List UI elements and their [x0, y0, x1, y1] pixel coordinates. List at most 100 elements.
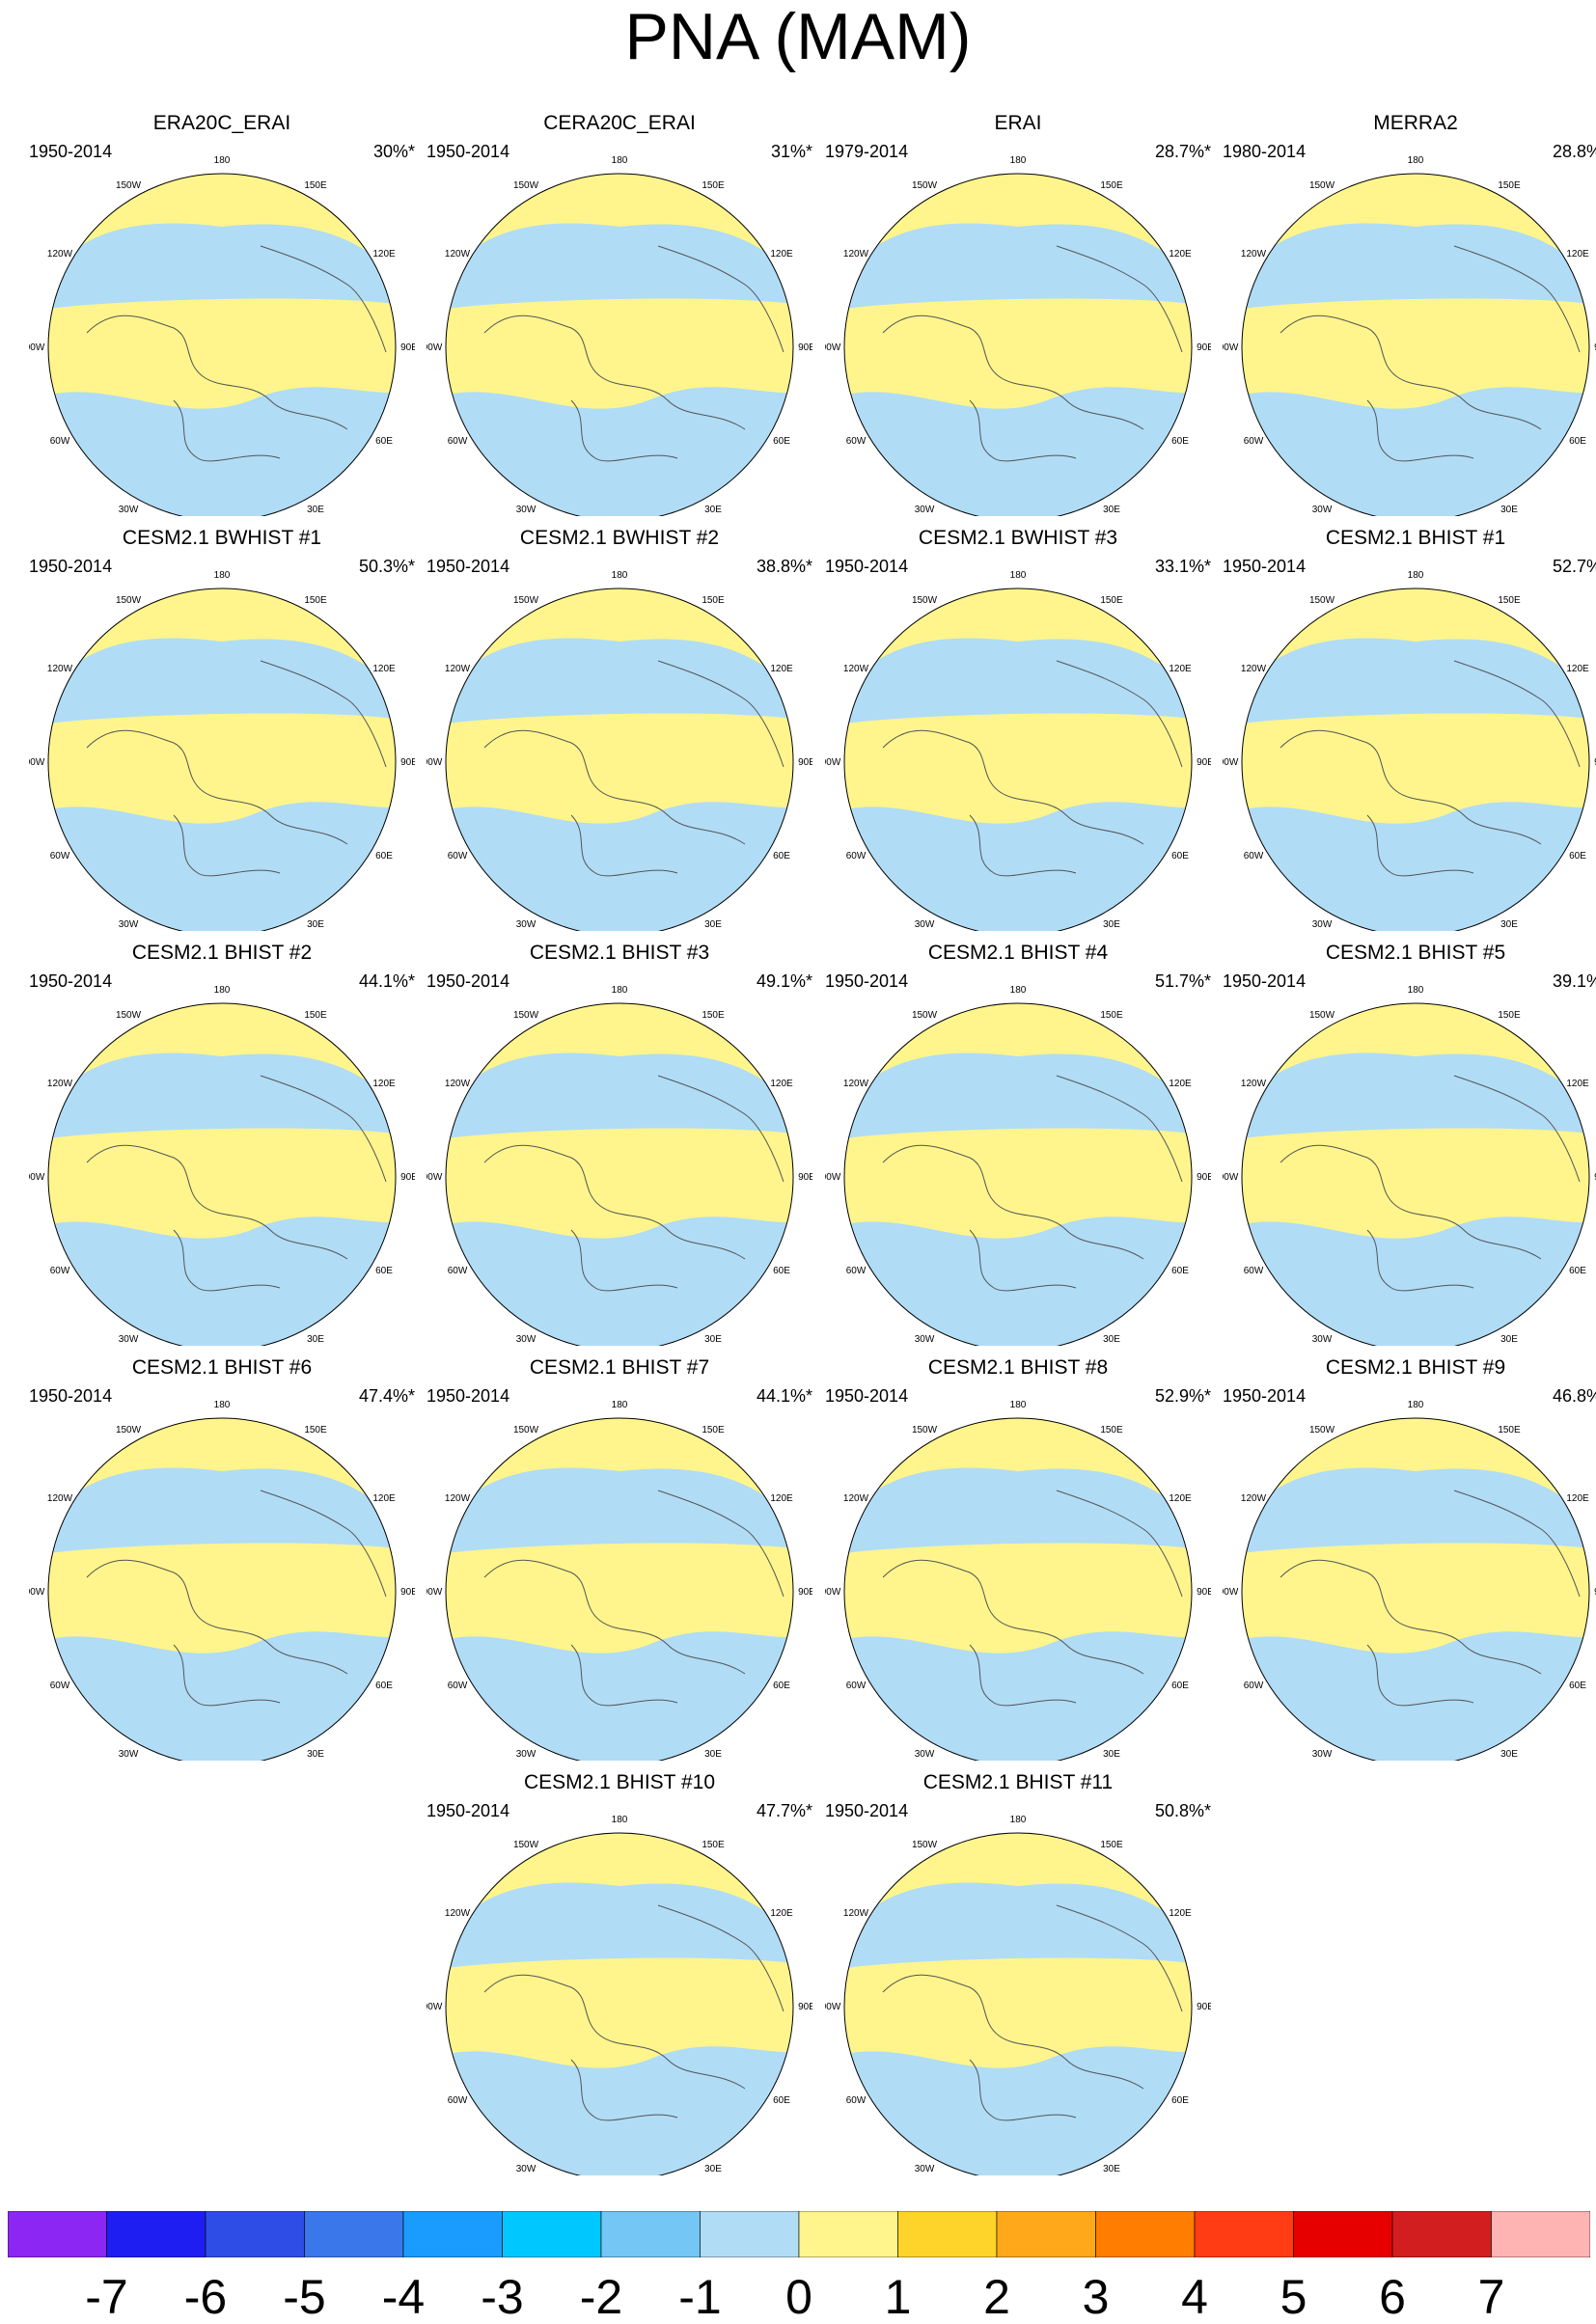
longitude-label: 120E [770, 1079, 793, 1089]
polar-map: 180150E120E90E60E30E030W60W90W120W150W [1223, 985, 1596, 1346]
longitude-label: 60E [375, 436, 393, 447]
longitude-label: 30E [1103, 1334, 1120, 1345]
longitude-label: 120E [372, 1493, 396, 1504]
negative-region [446, 1217, 793, 1346]
map-outline [1241, 1002, 1590, 1346]
longitude-label: 120W [445, 664, 471, 674]
variance-explained: 31%* [770, 142, 812, 161]
longitude-label: 30W [1312, 919, 1333, 930]
longitude-label: 60W [448, 436, 468, 447]
polar-map: 180150E120E90E60E30E030W60W90W120W150W [427, 985, 812, 1346]
colorbar-tick-label: 5 [1280, 2270, 1307, 2324]
longitude-label: 150E [1100, 180, 1123, 191]
panel-title: CESM2.1 BWHIST #2 [519, 527, 720, 549]
longitude-label: 30E [704, 1334, 722, 1345]
longitude-label: 150E [1498, 180, 1521, 191]
longitude-label: 120E [1169, 249, 1192, 260]
coastlines [882, 1075, 1183, 1292]
longitude-label: 120W [47, 1493, 73, 1504]
panel-period: 1980-2014 [1223, 142, 1307, 161]
longitude-label: 90E [1594, 342, 1596, 353]
map-outline [843, 1417, 1193, 1761]
colorbar-tick-label: 6 [1379, 2270, 1406, 2324]
longitude-label: 90E [400, 757, 415, 768]
longitude-label: 90W [825, 1587, 841, 1598]
longitude-label: 30W [516, 505, 537, 515]
longitude-label: 150E [702, 1010, 725, 1021]
panel-title: CESM2.1 BHIST #4 [927, 942, 1109, 964]
variance-explained: 46.8%* [1552, 1386, 1596, 1406]
longitude-label: 120E [1566, 249, 1589, 260]
longitude-label: 90W [29, 1587, 45, 1598]
longitude-label: 30W [915, 2164, 935, 2174]
longitude-label: 150W [1309, 1425, 1335, 1435]
panel-period: 1950-2014 [427, 557, 510, 576]
coastlines [882, 245, 1183, 462]
negative-region [844, 1631, 1192, 1761]
colorbar-swatch [1293, 2211, 1393, 2257]
coastlines [483, 1075, 784, 1292]
negative-band [446, 638, 793, 724]
polar-map: 180150E120E90E60E30E030W60W90W120W150W [427, 155, 812, 516]
map-panel: 180150E120E90E60E30E030W60W90W120W150WCE… [29, 526, 415, 931]
variance-explained: 52.7%* [1552, 557, 1596, 576]
longitude-label: 150W [513, 595, 539, 606]
longitude-label: 120W [843, 664, 869, 674]
longitude-label: 30W [516, 1334, 537, 1345]
longitude-label: 60W [1244, 1681, 1264, 1691]
longitude-label: 90W [427, 1587, 443, 1598]
longitude-label: 120W [843, 1079, 869, 1089]
longitude-label: 180 [612, 985, 628, 996]
panel-period: 1950-2014 [29, 1386, 113, 1406]
longitude-label: 60E [773, 851, 790, 861]
longitude-label: 30W [1312, 1749, 1333, 1760]
negative-region [446, 387, 793, 516]
panel-title: CESM2.1 BHIST #2 [131, 942, 313, 964]
longitude-label: 30E [307, 1334, 324, 1345]
longitude-label: 30W [119, 919, 139, 930]
longitude-label: 60E [1171, 851, 1189, 861]
longitude-label: 120E [1169, 1908, 1192, 1919]
longitude-label: 30W [915, 505, 935, 515]
longitude-label: 150W [116, 1425, 142, 1435]
longitude-label: 180 [214, 1400, 231, 1410]
longitude-label: 90E [1197, 2002, 1211, 2012]
longitude-label: 30E [704, 505, 722, 515]
longitude-label: 120W [445, 249, 471, 260]
longitude-label: 120E [372, 249, 396, 260]
coastlines [882, 1904, 1183, 2121]
longitude-label: 30W [915, 919, 935, 930]
coastlines [882, 1490, 1183, 1707]
polar-map: 180150E120E90E60E30E030W60W90W120W150W [427, 1815, 812, 2175]
longitude-label: 90E [400, 1172, 415, 1183]
panel-period: 1950-2014 [427, 142, 510, 161]
longitude-label: 90E [1197, 757, 1211, 768]
longitude-label: 60E [1171, 436, 1189, 447]
colorbar-swatch [304, 2211, 404, 2257]
negative-region [844, 2046, 1192, 2175]
longitude-label: 120E [372, 664, 396, 674]
negative-region [844, 802, 1192, 931]
longitude-label: 150W [513, 180, 539, 191]
map-panel: 180150E120E90E60E30E030W60W90W120W150WCE… [427, 1770, 812, 2175]
map-panel: 180150E120E90E60E30E030W60W90W120W150WCE… [825, 526, 1211, 931]
colorbar-swatch [1491, 2211, 1590, 2257]
negative-band [48, 223, 396, 309]
longitude-label: 180 [214, 570, 231, 581]
panel-title: CESM2.1 BHIST #7 [529, 1356, 710, 1379]
panel-period: 1979-2014 [825, 142, 909, 161]
longitude-label: 30E [704, 2164, 722, 2174]
longitude-label: 30E [307, 505, 324, 515]
negative-band [446, 223, 793, 309]
longitude-label: 180 [1408, 985, 1424, 996]
longitude-label: 60E [1569, 1266, 1586, 1276]
map-outline [1241, 1417, 1590, 1761]
negative-band [48, 1053, 396, 1138]
longitude-label: 120E [1566, 1493, 1589, 1504]
coastlines [483, 660, 784, 877]
longitude-label: 30E [1103, 505, 1120, 515]
negative-region [446, 802, 793, 931]
longitude-label: 30W [516, 2164, 537, 2174]
variance-explained: 51.7%* [1154, 971, 1211, 991]
longitude-label: 90W [29, 1172, 45, 1183]
